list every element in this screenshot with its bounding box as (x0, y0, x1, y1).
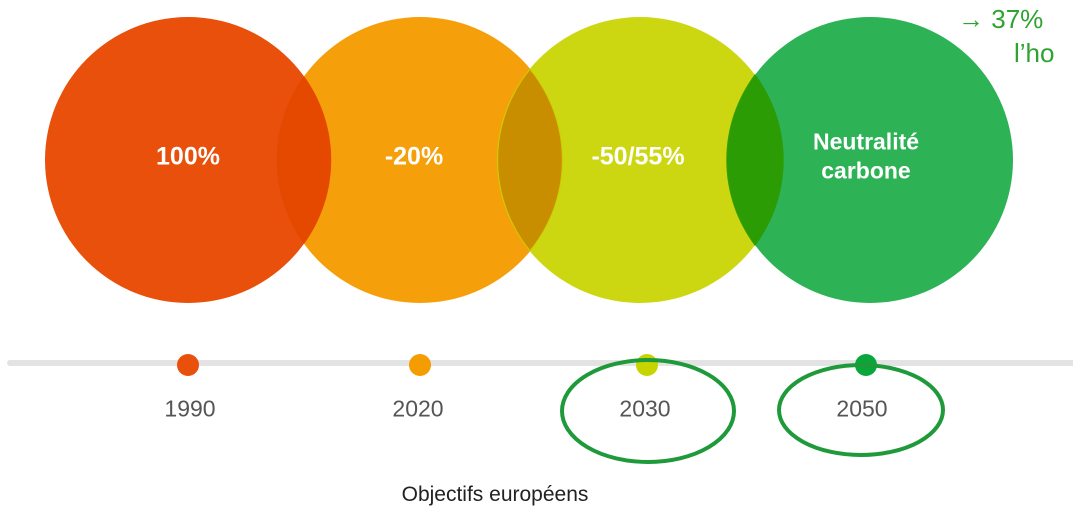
circle-label-2050-line2: carbone (821, 157, 911, 183)
overlap-2030-2050 (726, 74, 784, 246)
circle-2030 (497, 17, 783, 303)
year-label-1990: 1990 (164, 395, 216, 422)
year-label-2030: 2030 (619, 395, 671, 422)
timeline-dot-2020 (409, 354, 431, 376)
highlight-ellipse-2050 (777, 363, 945, 457)
side-note-line2: l’ho (1014, 38, 1055, 68)
timeline-dot-2030 (636, 354, 658, 376)
overlap-2020-2030 (498, 70, 562, 250)
side-note-line1: → 37% (958, 2, 1054, 36)
circle-label-2050: Neutralité carbone (813, 127, 919, 185)
circle-2050 (727, 17, 1013, 303)
diagram-caption: Objectifs européens (401, 483, 589, 506)
circle-label-1990: 100% (156, 142, 220, 171)
overlap-1990-2020 (276, 76, 332, 244)
circle-label-2020: -20% (384, 142, 444, 171)
side-note-text1: 37% (991, 4, 1044, 34)
timeline-dot-1990 (177, 354, 199, 376)
circle-1990 (45, 17, 331, 303)
year-label-2020: 2020 (392, 395, 444, 422)
circle-label-2050-line1: Neutralité (812, 128, 920, 155)
circle-label-2030: -50/55% (591, 142, 685, 171)
highlight-ellipse-2030 (560, 358, 736, 464)
side-note: → 37% l’ho (958, 2, 1054, 70)
right-arrow-icon: → (958, 4, 984, 34)
year-label-2050: 2050 (836, 395, 888, 422)
circle-2020 (277, 17, 563, 303)
